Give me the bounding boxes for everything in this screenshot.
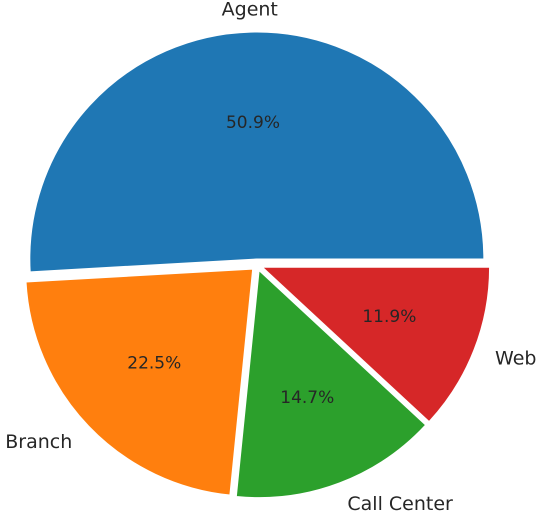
percent-label-agent: 50.9% <box>226 113 280 133</box>
pie-labels: 50.9% Agent 22.5% Branch 14.7% Call Center 11.… <box>5 0 536 515</box>
percent-label-branch: 22.5% <box>127 353 181 373</box>
category-label-web: Web <box>495 347 536 369</box>
category-label-branch: Branch <box>5 431 72 453</box>
pie-slices <box>25 31 491 499</box>
category-label-agent: Agent <box>222 0 278 20</box>
percent-label-web: 11.9% <box>362 307 416 327</box>
pie-slice-branch <box>25 268 254 496</box>
category-label-call-center: Call Center <box>347 493 453 515</box>
percent-label-call-center: 14.7% <box>280 388 334 408</box>
pie-slice-agent <box>29 31 485 273</box>
pie-slice-web <box>261 266 491 423</box>
pie-slice-call-center <box>235 269 427 499</box>
